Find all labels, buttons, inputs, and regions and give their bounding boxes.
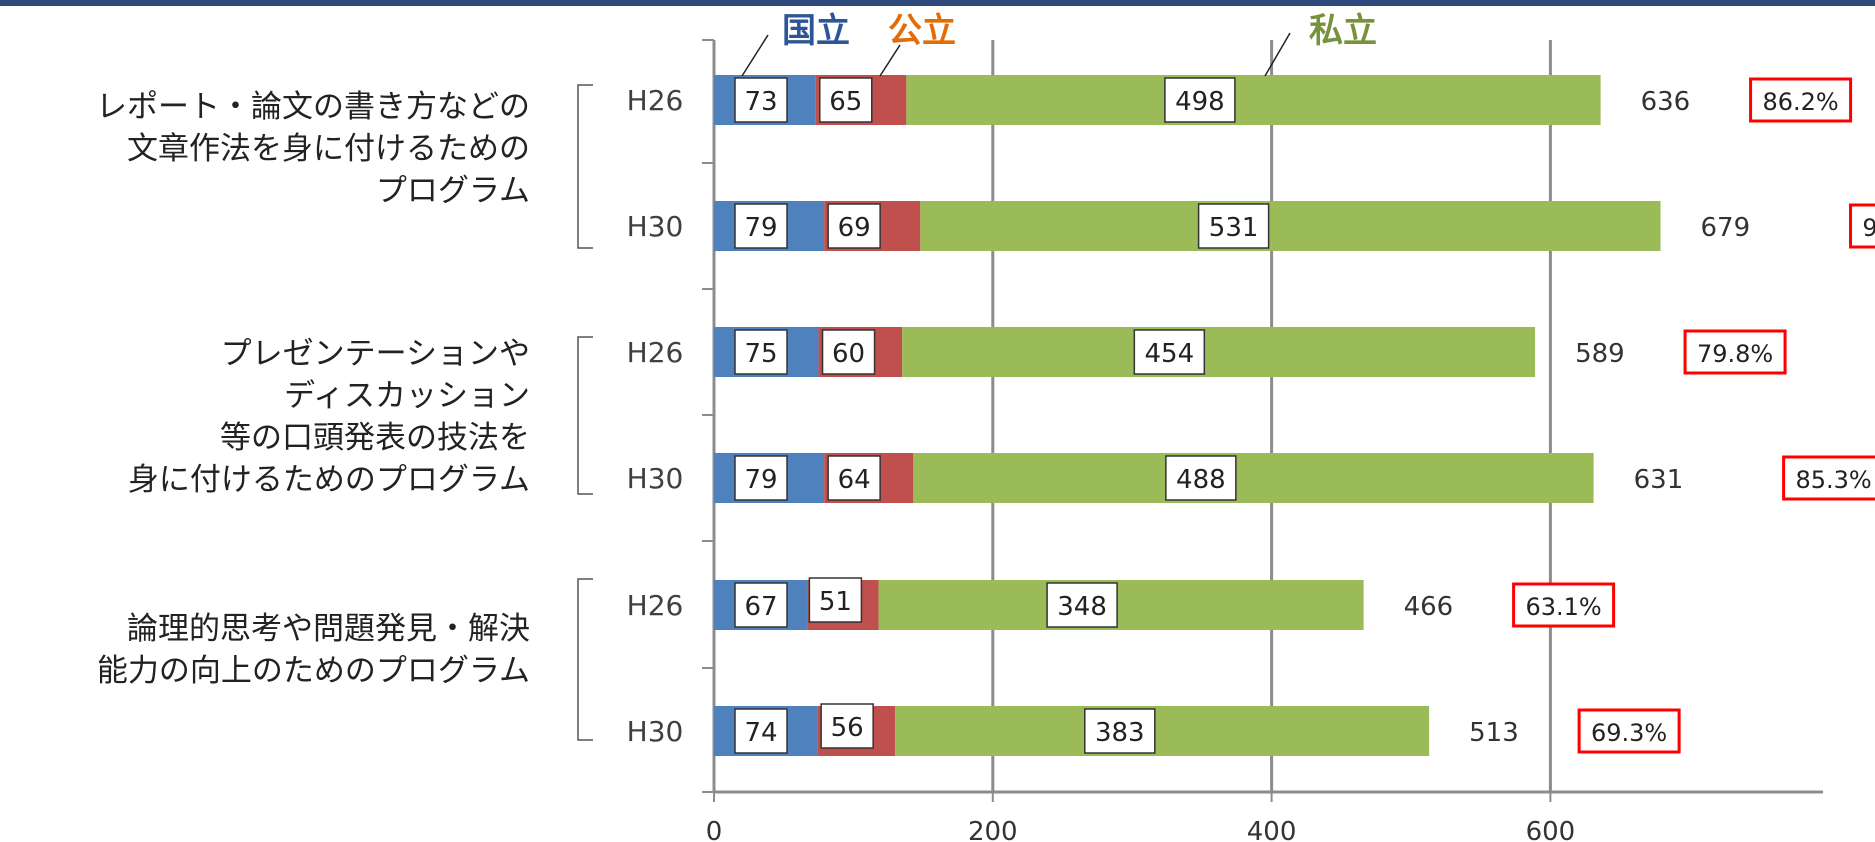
- data-label: 56: [831, 713, 864, 743]
- legend-label: 国立: [782, 11, 850, 51]
- data-label-box: [1084, 708, 1156, 754]
- data-label: 79: [744, 465, 777, 495]
- data-label: 531: [1209, 213, 1259, 243]
- data-label-box: [1197, 203, 1270, 249]
- legend-leader-line: [879, 44, 901, 77]
- data-label: 67: [744, 592, 777, 622]
- data-label-box: [734, 455, 788, 501]
- percentage-box: [1683, 329, 1787, 375]
- row-year-label: H26: [627, 84, 684, 117]
- row-total-label: 636: [1641, 87, 1691, 117]
- legend-label: 私立: [1309, 11, 1377, 51]
- bar-segment-private: [913, 453, 1594, 503]
- header-bar: [0, 0, 1875, 6]
- data-label-box: [734, 77, 788, 123]
- x-tick-label: 600: [1526, 817, 1576, 842]
- data-label-box: [1164, 77, 1236, 123]
- group-bracket: [577, 84, 593, 249]
- percentage-box: [1512, 582, 1616, 628]
- row-year-label: H26: [627, 336, 684, 369]
- legend-leader-line: [741, 34, 769, 77]
- data-label-box: [734, 329, 788, 375]
- data-label: 75: [744, 339, 777, 369]
- group-bracket: [577, 336, 593, 495]
- data-label: 498: [1175, 87, 1225, 117]
- x-tick-label: 200: [968, 817, 1018, 842]
- data-label: 69: [838, 213, 871, 243]
- group-bracket: [577, 578, 593, 741]
- group-label-writing: レポート・論文の書き方などの 文章作法を身に付けるための プログラム: [96, 89, 530, 209]
- data-label: 383: [1095, 718, 1145, 748]
- row-year-label: H30: [627, 210, 684, 243]
- bar-segment-private: [902, 327, 1536, 377]
- x-tick-label: 400: [1247, 817, 1297, 842]
- percentage-label: 69.3%: [1591, 719, 1667, 747]
- row-total-label: 679: [1701, 213, 1751, 243]
- row-year-label: H30: [627, 462, 684, 495]
- data-label: 348: [1057, 592, 1107, 622]
- bar-segment-private: [906, 75, 1601, 125]
- percentage-box: [1849, 203, 1875, 249]
- data-label: 64: [838, 465, 871, 495]
- data-label-box: [820, 703, 874, 749]
- data-label-box: [1046, 582, 1118, 628]
- data-label-box: [827, 455, 881, 501]
- bar-segment-private: [895, 706, 1430, 756]
- data-label-box: [734, 203, 788, 249]
- percentage-label: 63.1%: [1525, 593, 1601, 621]
- percentage-box: [1782, 455, 1875, 501]
- data-label-box: [808, 577, 863, 623]
- data-label: 73: [744, 87, 777, 117]
- data-label-box: [1133, 329, 1206, 375]
- percentage-label: 79.8%: [1697, 340, 1773, 368]
- group-label-presentation: プレゼンテーションや ディスカッション 等の口頭発表の技法を 身に付けるためのプ…: [127, 336, 530, 498]
- data-label: 454: [1145, 339, 1195, 369]
- data-label-box: [1165, 455, 1237, 501]
- bar-segment-private: [878, 580, 1364, 630]
- data-label: 79: [744, 213, 777, 243]
- percentage-box: [1577, 708, 1681, 754]
- bar-segment-private: [920, 201, 1661, 251]
- percentage-label: 85.3%: [1795, 466, 1871, 494]
- data-label-box: [734, 582, 788, 628]
- percentage-label: 86.2%: [1762, 88, 1838, 116]
- data-label: 51: [819, 587, 852, 617]
- legend-label: 公立: [888, 11, 956, 51]
- data-label: 60: [832, 339, 865, 369]
- data-label-box: [819, 77, 873, 123]
- data-label: 488: [1176, 465, 1226, 495]
- row-year-label: H26: [627, 589, 684, 622]
- data-label-box: [734, 708, 788, 754]
- percentage-box: [1749, 77, 1853, 123]
- data-label: 74: [744, 718, 777, 748]
- data-label-box: [821, 329, 876, 375]
- percentage-label: 91.8%: [1862, 214, 1875, 242]
- data-label-box: [827, 203, 881, 249]
- row-year-label: H30: [627, 715, 684, 748]
- data-label: 65: [829, 87, 862, 117]
- row-total-label: 466: [1404, 592, 1454, 622]
- row-total-label: 513: [1469, 718, 1519, 748]
- row-total-label: 631: [1634, 465, 1684, 495]
- group-label-logic: 論理的思考や問題発見・解決 能力の向上のためのプログラム: [96, 611, 530, 689]
- x-tick-label: 0: [706, 817, 723, 842]
- row-total-label: 589: [1575, 339, 1625, 369]
- legend-leader-line: [1264, 32, 1291, 77]
